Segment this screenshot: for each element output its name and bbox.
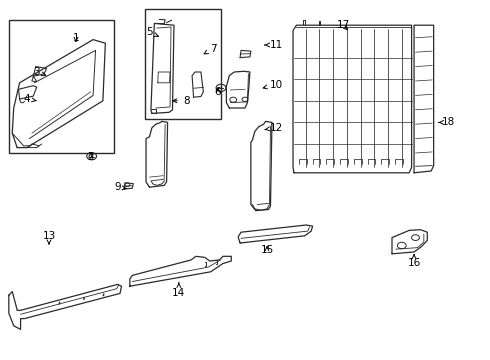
Text: 9: 9	[114, 182, 126, 192]
Text: 10: 10	[263, 80, 283, 90]
Text: 13: 13	[42, 231, 56, 244]
Text: 14: 14	[172, 283, 186, 298]
Bar	[9, 20, 114, 153]
Text: 11: 11	[265, 40, 284, 50]
Text: 3: 3	[33, 67, 46, 77]
Text: 6: 6	[215, 87, 221, 97]
Text: 1: 1	[73, 33, 79, 43]
Text: 2: 2	[87, 152, 94, 162]
Text: 5: 5	[146, 27, 158, 37]
Text: 8: 8	[173, 96, 190, 106]
Text: 4: 4	[24, 94, 36, 104]
Text: 18: 18	[439, 117, 455, 127]
Text: 7: 7	[204, 44, 217, 54]
Text: 12: 12	[265, 123, 284, 133]
Text: 17: 17	[336, 20, 350, 30]
Bar	[145, 9, 220, 119]
Text: 15: 15	[260, 245, 274, 255]
Text: 16: 16	[407, 255, 421, 268]
